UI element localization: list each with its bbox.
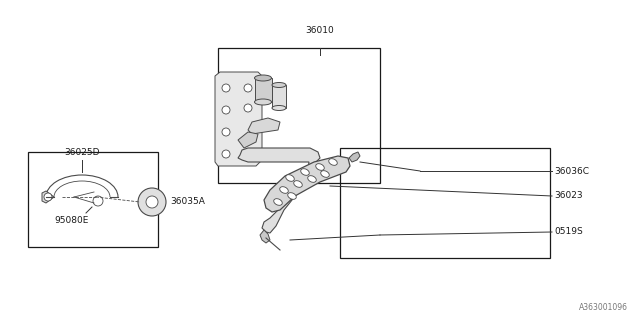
Text: 36010: 36010 xyxy=(306,26,334,35)
Ellipse shape xyxy=(272,83,286,87)
Ellipse shape xyxy=(272,106,286,110)
Polygon shape xyxy=(349,152,360,162)
Circle shape xyxy=(44,193,52,201)
Ellipse shape xyxy=(316,164,324,170)
Ellipse shape xyxy=(255,99,271,105)
Text: 36036C: 36036C xyxy=(554,166,589,175)
Circle shape xyxy=(244,104,252,112)
Circle shape xyxy=(146,196,158,208)
Ellipse shape xyxy=(308,176,316,182)
Circle shape xyxy=(244,84,252,92)
Polygon shape xyxy=(255,78,272,102)
Polygon shape xyxy=(260,230,270,243)
Ellipse shape xyxy=(329,159,337,165)
Circle shape xyxy=(222,128,230,136)
Ellipse shape xyxy=(321,171,329,177)
Text: 36035A: 36035A xyxy=(170,197,205,206)
Bar xyxy=(28,152,158,247)
Ellipse shape xyxy=(294,181,302,187)
Text: 36023: 36023 xyxy=(554,191,582,201)
Bar xyxy=(218,48,380,183)
Bar xyxy=(340,148,550,258)
Text: 0519S: 0519S xyxy=(554,228,583,236)
Circle shape xyxy=(222,150,230,158)
Circle shape xyxy=(222,84,230,92)
Ellipse shape xyxy=(285,175,294,181)
Text: 36025D: 36025D xyxy=(64,148,100,157)
Ellipse shape xyxy=(274,199,282,205)
Polygon shape xyxy=(248,118,280,134)
Text: A363001096: A363001096 xyxy=(579,303,628,312)
Polygon shape xyxy=(238,148,320,233)
Polygon shape xyxy=(42,191,54,203)
Circle shape xyxy=(222,106,230,114)
Polygon shape xyxy=(272,85,286,108)
Ellipse shape xyxy=(288,193,296,199)
Polygon shape xyxy=(238,132,258,148)
Ellipse shape xyxy=(301,169,309,175)
Circle shape xyxy=(93,196,103,206)
Polygon shape xyxy=(264,156,350,212)
Ellipse shape xyxy=(280,187,288,193)
Text: 95080E: 95080E xyxy=(55,216,89,225)
Polygon shape xyxy=(215,72,262,166)
Ellipse shape xyxy=(255,75,271,81)
Circle shape xyxy=(138,188,166,216)
